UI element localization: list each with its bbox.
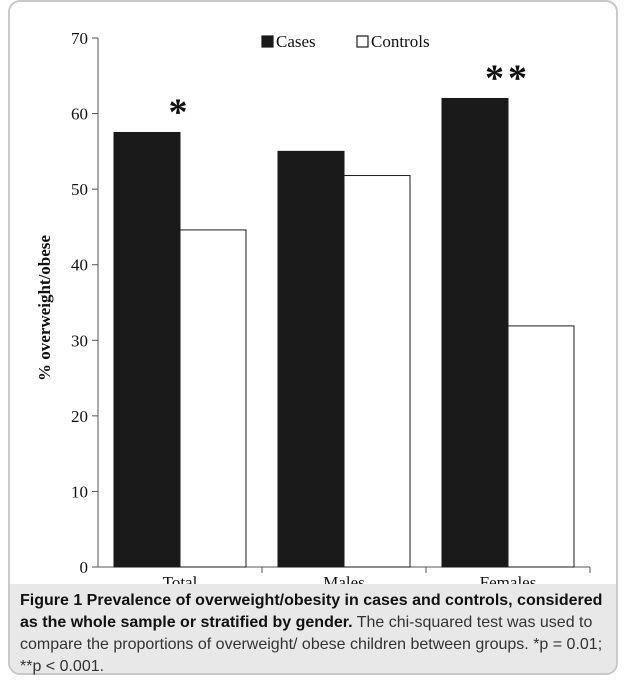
caption-background: [10, 584, 616, 673]
legend-swatch-cases: [261, 35, 274, 48]
y-tick-labels: 0 10 20 30 40 50 60 70: [71, 29, 88, 577]
y-tick-label: 50: [71, 180, 88, 199]
significance-marker-females: **: [485, 57, 531, 99]
significance-marker-total: *: [169, 91, 192, 133]
bar-chart: % overweight/obese Total Males Females 0 10…: [35, 29, 591, 586]
x-tick-labels: Total Males Females: [163, 573, 537, 586]
y-tick-label: 20: [71, 407, 88, 426]
bar-cases-males: [277, 150, 345, 568]
bar-cases-total: [113, 131, 181, 568]
y-tick-label: 60: [71, 105, 88, 124]
bars-group: [113, 97, 575, 568]
bar-cases-females: [441, 97, 509, 568]
legend: Cases Controls: [261, 32, 430, 51]
figure-caption: Figure 1 Prevalence of overweight/obesit…: [20, 590, 610, 678]
bar-controls-total: [179, 229, 247, 568]
caption-text: The chi-squared test was used to compare…: [20, 614, 603, 675]
bar-controls-males: [343, 175, 411, 568]
y-tick-label: 40: [71, 256, 88, 275]
bar-controls-females: [507, 325, 575, 568]
legend-label-cases: Cases: [276, 32, 316, 51]
y-tick-label: 30: [71, 331, 88, 350]
caption-title: Figure 1 Prevalence of overweight/obesit…: [20, 592, 603, 631]
x-tick-label: Females: [480, 573, 537, 586]
legend-label-controls: Controls: [371, 32, 430, 51]
x-tick-label: Males: [323, 573, 365, 586]
significance-annotations: ***: [169, 57, 531, 133]
x-tick-label: Total: [163, 573, 198, 586]
y-axis-label: % overweight/obese: [35, 235, 54, 381]
y-tick-label: 0: [80, 558, 89, 577]
legend-swatch-controls: [356, 35, 369, 48]
y-tick-label: 10: [71, 482, 88, 501]
y-tick-label: 70: [71, 29, 88, 48]
